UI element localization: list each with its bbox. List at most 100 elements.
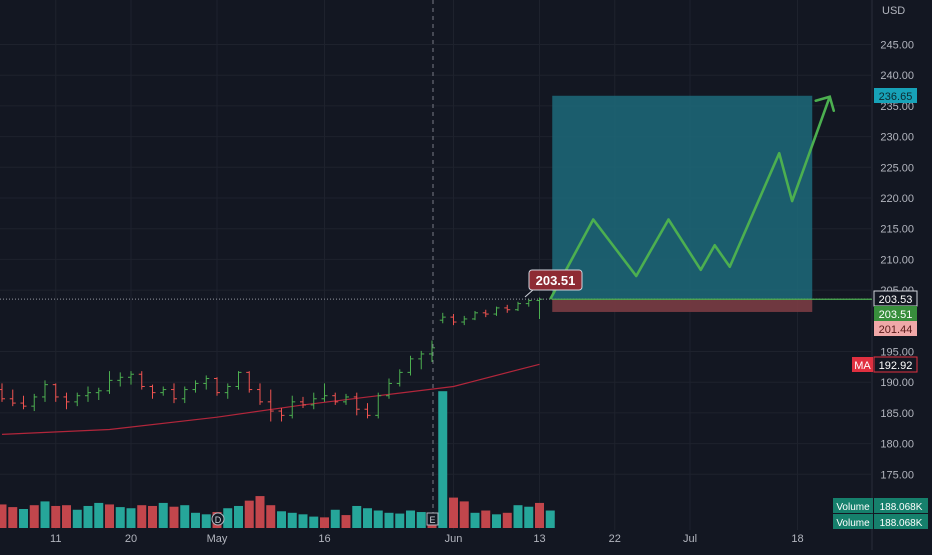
ohlc-bar: [526, 299, 532, 307]
ohlc-bar: [386, 379, 392, 399]
volume-bar: [363, 508, 372, 528]
volume-bar: [73, 510, 82, 528]
volume-tag-2-value: 188.068K: [880, 518, 923, 529]
ohlc-bar: [461, 316, 467, 325]
entry-price-text: 203.51: [879, 309, 913, 321]
ohlc-bar: [408, 356, 414, 376]
volume-bar: [385, 513, 394, 528]
target-price-tag: 236.65: [874, 88, 917, 103]
ohlc-bar: [31, 394, 37, 411]
ohlc-bar: [451, 314, 457, 325]
volume-bar: [503, 513, 512, 528]
dividend-marker[interactable]: D: [212, 513, 224, 525]
volume-bar: [116, 507, 125, 528]
earnings-marker-label: E: [429, 515, 435, 525]
volume-bar: [524, 507, 533, 528]
volume-bar: [266, 505, 275, 528]
dividend-marker-label: D: [215, 515, 222, 525]
volume-bar: [406, 511, 415, 528]
ohlc-bar: [117, 372, 123, 386]
entry-price-tag: 203.51: [874, 306, 917, 321]
ohlc-bar: [515, 302, 521, 311]
volume-bar: [438, 391, 447, 528]
ma-value-text: 192.92: [879, 360, 913, 372]
volume-bar: [481, 511, 490, 528]
volume-bar: [245, 501, 254, 528]
stop-price-tag: 201.44: [874, 321, 917, 336]
volume-bar: [191, 513, 200, 528]
volume-bar: [320, 517, 329, 528]
target-zone: [552, 96, 812, 299]
price-tick-label: 220.00: [880, 193, 914, 205]
ohlc-bar: [257, 383, 263, 404]
volume-bar: [223, 508, 232, 528]
time-tick-label: Jul: [683, 533, 697, 545]
time-tick-label: May: [207, 533, 228, 545]
volume-bar: [41, 501, 50, 528]
volume-bar: [8, 507, 17, 528]
volume-bar: [30, 505, 39, 528]
ohlc-bar: [365, 403, 371, 418]
time-tick-label: 16: [318, 533, 330, 545]
time-tick-label: Jun: [445, 533, 463, 545]
price-axis[interactable]: 245.00240.00235.00230.00225.00220.00215.…: [880, 40, 914, 482]
volume-bar: [234, 506, 243, 528]
ohlc-bar: [236, 371, 242, 389]
last-price-text: 203.53: [879, 294, 913, 306]
volume-bar: [395, 514, 404, 528]
volume-bar: [352, 506, 361, 528]
ohlc-bar: [300, 397, 306, 408]
price-tick-label: 190.00: [880, 377, 914, 389]
last-price-tag: 203.53: [874, 291, 917, 306]
ohlc-bar: [96, 388, 102, 400]
ohlc-bar: [160, 386, 166, 395]
volume-bar: [342, 515, 351, 528]
volume-bar: [374, 511, 383, 528]
volume-bar: [51, 506, 60, 528]
volume-tag-1-value: 188.068K: [880, 502, 923, 513]
ohlc-bar: [171, 383, 177, 403]
time-tick-label: 13: [533, 533, 545, 545]
ohlc-bar: [150, 385, 156, 399]
time-tick-label: 22: [609, 533, 621, 545]
ma-value-tag: MA 192.92: [852, 357, 917, 372]
volume-bar: [288, 513, 297, 528]
volume-bar: [256, 496, 265, 528]
ohlc-bar: [53, 383, 59, 401]
volume-bar: [84, 506, 93, 528]
volume-bar: [299, 514, 308, 528]
ohlc-bar: [332, 393, 338, 405]
ohlc-bar: [42, 380, 48, 401]
price-tick-label: 225.00: [880, 162, 914, 174]
volume-bar: [180, 505, 189, 528]
ohlc-bar: [10, 390, 16, 407]
price-tick-label: 240.00: [880, 70, 914, 82]
volume-bar: [19, 509, 28, 528]
price-tick-label: 230.00: [880, 132, 914, 144]
stop-price-text: 201.44: [879, 324, 913, 336]
currency-label: USD: [882, 5, 905, 17]
ohlc-bar: [225, 383, 231, 398]
ohlc-bar: [504, 305, 510, 313]
volume-bar: [492, 514, 501, 528]
volume-bar: [148, 506, 157, 528]
ohlc-bar: [74, 393, 80, 407]
volume-bar: [514, 505, 523, 528]
ohlc-bar: [311, 393, 317, 410]
callout-text: 203.51: [536, 273, 576, 288]
volume-tag-2: Volume 188.068K: [833, 514, 928, 529]
ohlc-bar: [494, 307, 500, 316]
volume-bar: [277, 511, 286, 528]
volume-bar: [170, 507, 179, 528]
volume-tag-1-name: Volume: [836, 502, 870, 513]
earnings-marker[interactable]: E: [427, 513, 438, 525]
volume-bar: [159, 503, 168, 528]
volume-tag-2-name: Volume: [836, 518, 870, 529]
price-tick-label: 215.00: [880, 224, 914, 236]
price-bars: [0, 297, 543, 421]
price-tick-label: 185.00: [880, 408, 914, 420]
ohlc-bar: [214, 377, 220, 395]
